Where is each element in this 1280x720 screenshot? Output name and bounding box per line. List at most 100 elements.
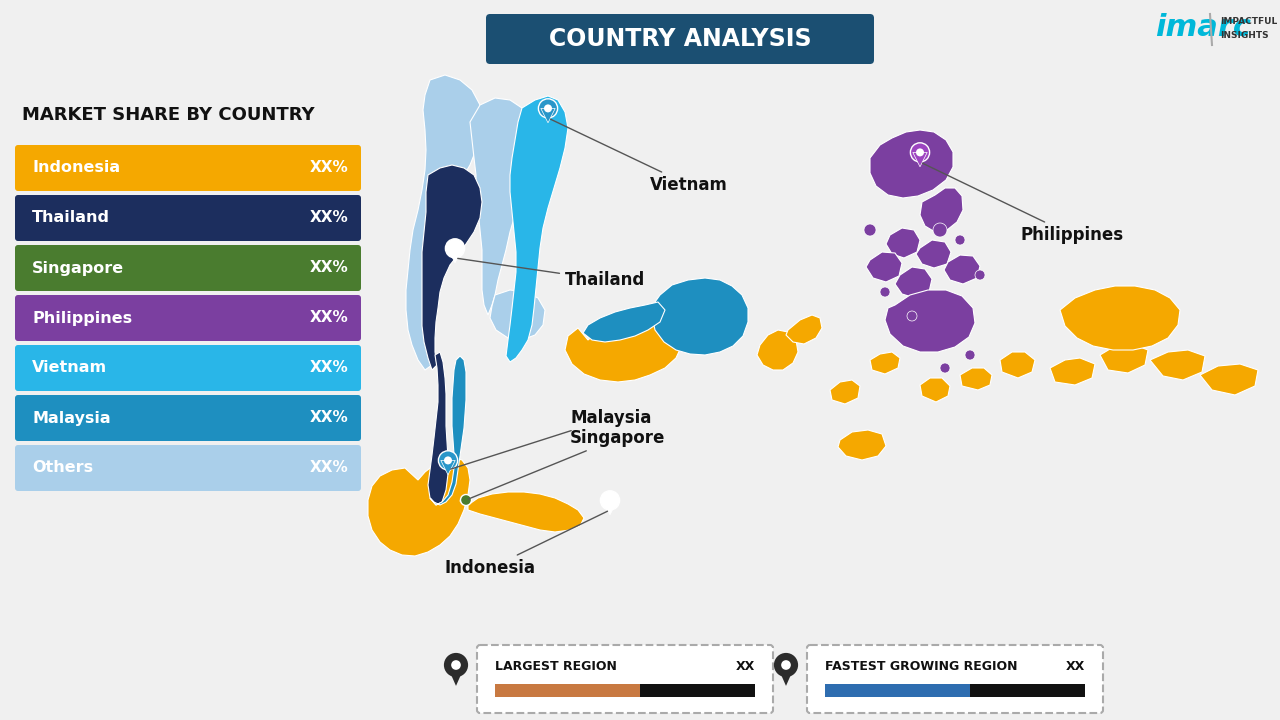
Circle shape <box>451 660 461 670</box>
Polygon shape <box>582 302 666 342</box>
Polygon shape <box>829 380 860 404</box>
Text: Singapore: Singapore <box>32 261 124 276</box>
Circle shape <box>544 104 552 112</box>
Circle shape <box>461 495 471 505</box>
Text: XX: XX <box>736 660 755 672</box>
FancyBboxPatch shape <box>806 645 1103 713</box>
Polygon shape <box>369 458 470 556</box>
Polygon shape <box>756 330 797 370</box>
Text: IMPACTFUL: IMPACTFUL <box>1220 17 1277 27</box>
Circle shape <box>774 653 799 677</box>
Text: XX%: XX% <box>310 461 348 475</box>
Circle shape <box>910 143 929 162</box>
Circle shape <box>955 235 965 245</box>
Text: Vietnam: Vietnam <box>32 361 108 376</box>
Circle shape <box>444 456 452 464</box>
Text: LARGEST REGION: LARGEST REGION <box>495 660 617 672</box>
FancyBboxPatch shape <box>15 395 361 441</box>
Polygon shape <box>440 460 456 474</box>
Polygon shape <box>470 98 535 315</box>
FancyBboxPatch shape <box>15 245 361 291</box>
Circle shape <box>600 491 620 510</box>
Text: INSIGHTS: INSIGHTS <box>1220 30 1268 40</box>
Text: XX%: XX% <box>310 410 348 426</box>
Polygon shape <box>1060 286 1180 350</box>
Polygon shape <box>786 315 822 344</box>
FancyBboxPatch shape <box>495 684 640 697</box>
Polygon shape <box>777 665 795 686</box>
Polygon shape <box>1050 358 1094 385</box>
Circle shape <box>539 99 558 118</box>
Circle shape <box>965 350 975 360</box>
Circle shape <box>916 148 924 156</box>
Text: Malaysia: Malaysia <box>451 409 652 469</box>
Polygon shape <box>838 430 886 460</box>
Circle shape <box>781 660 791 670</box>
Circle shape <box>605 496 614 505</box>
Polygon shape <box>916 240 951 268</box>
Polygon shape <box>430 356 466 505</box>
Polygon shape <box>870 352 900 374</box>
Text: FASTEST GROWING REGION: FASTEST GROWING REGION <box>826 660 1018 672</box>
FancyBboxPatch shape <box>486 14 874 64</box>
Polygon shape <box>564 315 682 382</box>
Polygon shape <box>603 500 617 515</box>
Circle shape <box>975 270 986 280</box>
Circle shape <box>864 224 876 236</box>
Circle shape <box>940 363 950 373</box>
Text: Singapore: Singapore <box>468 429 666 499</box>
Polygon shape <box>920 378 950 402</box>
Polygon shape <box>884 290 975 352</box>
FancyBboxPatch shape <box>15 195 361 241</box>
FancyBboxPatch shape <box>640 684 755 697</box>
Circle shape <box>881 287 890 297</box>
Polygon shape <box>1201 364 1258 395</box>
Polygon shape <box>506 96 568 362</box>
Polygon shape <box>652 278 748 355</box>
FancyBboxPatch shape <box>15 345 361 391</box>
Polygon shape <box>540 109 556 123</box>
Text: XX: XX <box>1066 660 1085 672</box>
Text: imarc: imarc <box>1155 14 1251 42</box>
Text: XX%: XX% <box>310 261 348 276</box>
Text: XX%: XX% <box>310 161 348 176</box>
Polygon shape <box>867 252 902 282</box>
Circle shape <box>908 311 916 321</box>
Text: Indonesia: Indonesia <box>32 161 120 176</box>
FancyBboxPatch shape <box>15 145 361 191</box>
Text: MARKET SHARE BY COUNTRY: MARKET SHARE BY COUNTRY <box>22 106 315 124</box>
Circle shape <box>438 451 458 470</box>
Text: Indonesia: Indonesia <box>445 511 608 577</box>
Polygon shape <box>468 492 584 532</box>
Text: XX%: XX% <box>310 210 348 225</box>
Polygon shape <box>422 165 483 370</box>
Text: Philippines: Philippines <box>32 310 132 325</box>
Polygon shape <box>448 248 462 263</box>
Circle shape <box>933 223 947 237</box>
Polygon shape <box>490 290 545 340</box>
Polygon shape <box>920 188 963 232</box>
Text: Philippines: Philippines <box>923 163 1123 244</box>
FancyBboxPatch shape <box>15 445 361 491</box>
Polygon shape <box>960 368 992 390</box>
FancyBboxPatch shape <box>15 295 361 341</box>
Text: Vietnam: Vietnam <box>550 120 728 194</box>
Text: XX%: XX% <box>310 310 348 325</box>
Text: Thailand: Thailand <box>32 210 110 225</box>
Text: COUNTRY ANALYSIS: COUNTRY ANALYSIS <box>549 27 812 51</box>
Polygon shape <box>1149 350 1204 380</box>
Circle shape <box>451 244 460 253</box>
FancyBboxPatch shape <box>477 645 773 713</box>
Polygon shape <box>406 75 483 370</box>
Polygon shape <box>447 665 465 686</box>
Text: Others: Others <box>32 461 93 475</box>
Circle shape <box>445 239 465 258</box>
Polygon shape <box>886 228 920 258</box>
Polygon shape <box>913 153 927 167</box>
Polygon shape <box>1100 344 1148 373</box>
Polygon shape <box>1000 352 1036 378</box>
Circle shape <box>444 653 468 677</box>
Polygon shape <box>428 352 448 505</box>
Polygon shape <box>460 496 470 504</box>
Polygon shape <box>895 267 932 298</box>
